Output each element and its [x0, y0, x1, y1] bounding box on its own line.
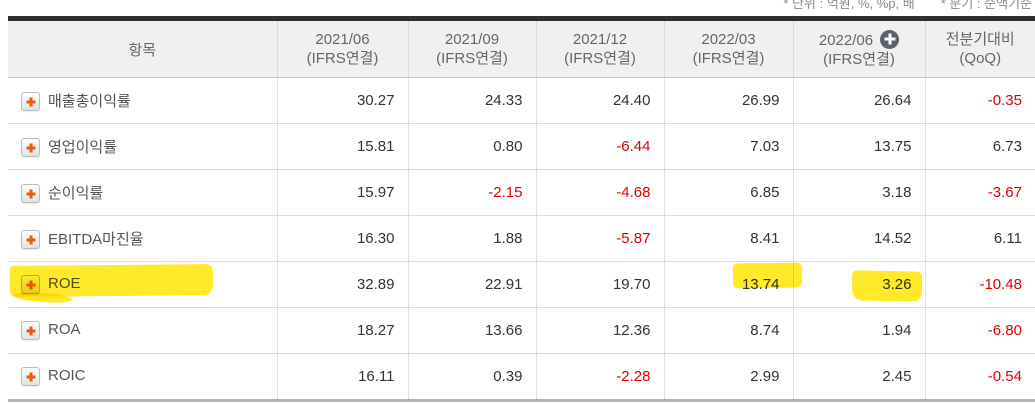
- expand-row-plus-icon[interactable]: [21, 184, 40, 204]
- table-row-net-margin: 순이익률 15.97 -2.15 -4.68 6.85 3.18 -3.67: [8, 169, 1035, 216]
- column-period: 2022/03: [701, 31, 756, 48]
- column-period: 2021/12: [572, 31, 628, 48]
- cell-value: -6.80: [924, 307, 1035, 354]
- cell-value: 0.39: [407, 353, 536, 399]
- cell-value: 14.52: [792, 215, 925, 262]
- cell-value: -4.68: [535, 169, 664, 216]
- row-label: 순이익률: [48, 184, 104, 202]
- column-header-2022-06: 2022/06 (IFRS연결): [792, 21, 925, 78]
- expand-row-plus-icon[interactable]: [21, 367, 40, 386]
- column-period: 2021/09: [444, 31, 500, 48]
- cell-value: -3.67: [924, 169, 1035, 216]
- cell-value: 30.27: [276, 77, 408, 124]
- cell-value: -6.44: [535, 123, 664, 170]
- expand-row-plus-icon[interactable]: [21, 321, 40, 340]
- column-header-2021-12: 2021/12 (IFRS연결): [535, 21, 664, 78]
- row-label: 매출총이익률: [48, 92, 131, 110]
- cell-value: 8.74: [663, 307, 793, 354]
- cell-value: -10.48: [924, 261, 1035, 308]
- cell-value: -0.35: [924, 77, 1035, 124]
- table-row-gross-margin: 매출총이익률 30.27 24.33 24.40 26.99 26.64 -0.…: [8, 77, 1035, 124]
- cell-value: 6.85: [663, 169, 793, 216]
- cell-value: 2.45: [792, 353, 925, 399]
- cell-value: 6.11: [924, 215, 1035, 262]
- column-basis: (QoQ): [959, 50, 1002, 67]
- units-note-text: * 단위 : 억원, %, %p, 배: [783, 0, 915, 11]
- cell-value: 16.30: [276, 215, 408, 262]
- cell-value: 12.36: [535, 307, 664, 354]
- cell-value: 18.27: [276, 307, 408, 354]
- column-basis: (IFRS연결): [306, 50, 379, 67]
- expand-row-plus-icon[interactable]: [21, 275, 40, 294]
- cell-value: 2.99: [663, 353, 793, 399]
- cell-value: 15.97: [276, 169, 408, 216]
- cell-value: 24.40: [535, 77, 664, 124]
- column-period: 2021/06: [315, 31, 370, 48]
- cell-value: 15.81: [276, 123, 408, 170]
- cell-value: 13.74: [663, 261, 793, 308]
- expand-row-plus-icon[interactable]: [21, 230, 40, 250]
- row-label: ROA: [48, 321, 81, 339]
- cell-value: -2.28: [535, 353, 664, 399]
- cell-value: -5.87: [535, 215, 664, 262]
- cell-value: 24.33: [407, 77, 536, 124]
- row-label: ROIC: [48, 367, 86, 385]
- column-period: 2022/06: [818, 31, 874, 49]
- add-period-plus-circle-icon[interactable]: [880, 29, 900, 49]
- cell-value: 26.99: [663, 77, 793, 124]
- row-label: 영업이익률: [48, 138, 118, 156]
- quarter-basis-note-text: * 분기 : 순액기준: [940, 0, 1032, 11]
- column-basis: (IFRS연결): [692, 50, 765, 67]
- expand-row-plus-icon[interactable]: [21, 138, 40, 158]
- table-row-roic: ROIC 16.11 0.39 -2.28 2.99 2.45 -0.54: [8, 353, 1035, 399]
- table-row-roa: ROA 18.27 13.66 12.36 8.74 1.94 -6.80: [8, 307, 1035, 354]
- cell-value: 7.03: [663, 123, 793, 170]
- cell-value: 32.89: [276, 261, 408, 308]
- cell-value: -0.54: [924, 353, 1035, 399]
- cell-value: 0.80: [407, 123, 536, 170]
- cell-value: 1.88: [407, 215, 536, 262]
- cell-value: 6.73: [924, 123, 1035, 170]
- column-header-qoq: 전분기대비 (QoQ): [924, 21, 1035, 78]
- cell-value: 3.26: [792, 261, 925, 308]
- cell-value: 3.18: [792, 169, 925, 216]
- column-header-2021-06: 2021/06 (IFRS연결): [276, 21, 408, 78]
- table-row-roe: ROE 32.89 22.91 19.70 13.74 3.26 -10.48: [8, 261, 1035, 308]
- cell-value: 16.11: [276, 353, 408, 399]
- cell-value: 22.91: [407, 261, 536, 308]
- cell-value: 26.64: [792, 77, 925, 124]
- cell-value: 19.70: [535, 261, 664, 308]
- column-header-item: 항목: [8, 21, 277, 78]
- header-row: 항목 2021/06 (IFRS연결) 2021/09 (IFRS연결) 202…: [8, 21, 1035, 78]
- column-period: 전분기대비: [945, 31, 1015, 48]
- column-basis: (IFRS연결): [564, 50, 636, 67]
- cell-value: 13.75: [792, 123, 925, 170]
- column-basis: (IFRS연결): [823, 50, 895, 68]
- cell-value: 1.94: [792, 307, 925, 354]
- expand-row-plus-icon[interactable]: [21, 92, 40, 112]
- column-header-2021-09: 2021/09 (IFRS연결): [407, 21, 536, 78]
- units-note: * 단위 : 억원, %, %p, 배 * 분기 : 순액기준: [783, 0, 1032, 12]
- ratios-table: 항목 2021/06 (IFRS연결) 2021/09 (IFRS연결) 202…: [8, 16, 1035, 402]
- column-basis: (IFRS연결): [436, 50, 508, 67]
- table-row-operating-margin: 영업이익률 15.81 0.80 -6.44 7.03 13.75 6.73: [8, 123, 1035, 170]
- cell-value: -2.15: [407, 169, 536, 216]
- cell-value: 13.66: [407, 307, 536, 354]
- row-label: EBITDA마진율: [48, 230, 144, 248]
- cell-value: 8.41: [663, 215, 793, 262]
- column-header-2022-03: 2022/03 (IFRS연결): [663, 21, 793, 78]
- table-row-ebitda-margin: EBITDA마진율 16.30 1.88 -5.87 8.41 14.52 6.…: [8, 215, 1035, 262]
- row-label: ROE: [48, 275, 81, 293]
